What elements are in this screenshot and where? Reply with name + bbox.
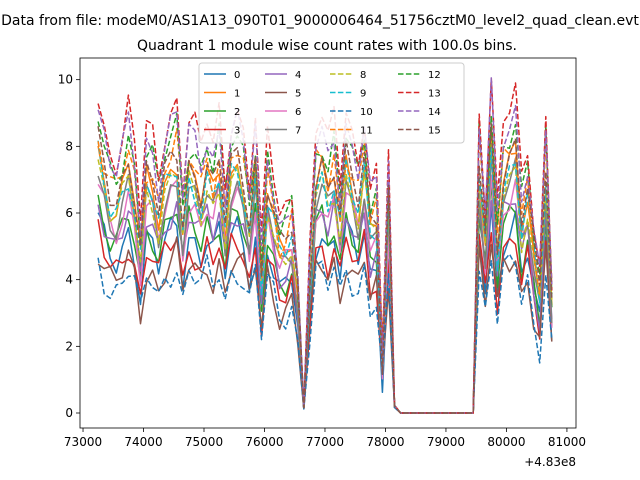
legend-label-5: 5 xyxy=(295,89,301,100)
x-axis: 73000 74000 75000 76000 77000 78000 79000 80000… xyxy=(64,428,586,449)
legend-label-6: 6 xyxy=(295,107,301,118)
y-tick-label: 0 xyxy=(65,406,73,420)
x-tick-label: 75000 xyxy=(185,435,223,449)
legend-box xyxy=(198,62,465,144)
legend-label-2: 2 xyxy=(234,107,240,118)
x-tick-label: 81000 xyxy=(548,435,586,449)
y-tick-label: 4 xyxy=(65,273,73,287)
series-line-7 xyxy=(97,154,553,414)
legend-label-1: 1 xyxy=(234,89,240,100)
y-tick-label: 6 xyxy=(65,206,73,220)
legend-label-7: 7 xyxy=(295,126,301,137)
x-offset-label: +4.83e8 xyxy=(524,455,576,469)
legend-label-4: 4 xyxy=(295,70,301,81)
x-tick-label: 74000 xyxy=(124,435,162,449)
plot-frame xyxy=(79,57,577,429)
legend-label-10: 10 xyxy=(360,107,373,118)
legend-label-9: 9 xyxy=(360,89,366,100)
legend-label-13: 13 xyxy=(428,89,441,100)
chart-suptitle: Data from file: modeM0/AS1A13_090T01_900… xyxy=(1,13,639,29)
series-line-15 xyxy=(97,123,553,414)
y-axis: 0 2 4 6 8 10 xyxy=(58,73,80,420)
legend-label-11: 11 xyxy=(360,126,373,137)
x-tick-label: 76000 xyxy=(245,435,283,449)
y-tick-label: 10 xyxy=(58,73,73,87)
y-tick-label: 8 xyxy=(65,139,73,153)
x-tick-label: 79000 xyxy=(427,435,465,449)
legend-label-15: 15 xyxy=(428,126,441,137)
x-tick-label: 80000 xyxy=(487,435,525,449)
chart-title: Quadrant 1 module wise count rates with … xyxy=(137,38,517,54)
x-tick-label: 78000 xyxy=(366,435,404,449)
legend-label-3: 3 xyxy=(234,126,240,137)
legend-label-8: 8 xyxy=(360,70,366,81)
x-tick-label: 73000 xyxy=(64,435,102,449)
legend-label-12: 12 xyxy=(428,70,441,81)
legend-label-0: 0 xyxy=(234,70,240,81)
x-tick-label: 77000 xyxy=(306,435,344,449)
series-lines xyxy=(97,77,553,414)
series-line-14 xyxy=(97,77,553,414)
y-tick-label: 2 xyxy=(65,339,73,353)
legend-label-14: 14 xyxy=(428,107,441,118)
